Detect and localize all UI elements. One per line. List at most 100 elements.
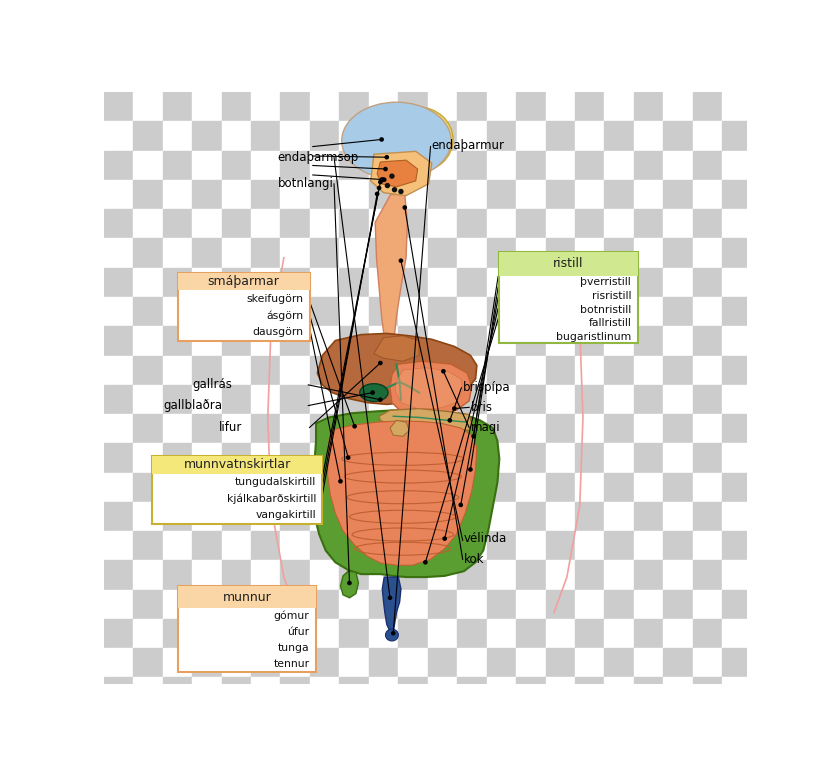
Bar (369, 502, 398, 531)
Polygon shape (375, 194, 408, 364)
Circle shape (403, 205, 408, 210)
Bar (163, 121, 192, 151)
Bar (251, 151, 281, 180)
Bar (516, 297, 545, 326)
Bar (339, 92, 369, 121)
Bar (427, 648, 457, 677)
Bar (310, 502, 339, 531)
Text: brispípa: brispípa (462, 382, 510, 394)
Bar (192, 561, 222, 590)
Text: munnvatnskirtlar: munnvatnskirtlar (183, 458, 290, 472)
Bar (486, 443, 516, 472)
Bar (634, 472, 663, 502)
Bar (693, 121, 722, 151)
Bar (369, 414, 398, 443)
Bar (457, 648, 486, 677)
Text: vélinda: vélinda (464, 532, 507, 545)
Polygon shape (390, 361, 471, 416)
Bar (575, 531, 604, 561)
Bar (339, 531, 369, 561)
Text: lifur: lifur (218, 421, 242, 434)
Bar (310, 414, 339, 443)
Bar (486, 180, 516, 209)
Bar (369, 619, 398, 648)
Bar (722, 531, 752, 561)
Circle shape (338, 479, 343, 484)
Bar (457, 561, 486, 590)
Bar (545, 648, 575, 677)
Bar (693, 677, 722, 707)
Bar (133, 92, 163, 121)
Bar (634, 209, 663, 238)
Bar (281, 443, 310, 472)
Bar (339, 619, 369, 648)
Bar (192, 238, 222, 268)
Bar (104, 297, 133, 326)
Bar (310, 619, 339, 648)
Bar (486, 297, 516, 326)
Text: botnlangi: botnlangi (277, 177, 334, 190)
Bar (427, 180, 457, 209)
Bar (222, 414, 251, 443)
Bar (663, 151, 693, 180)
Bar (604, 502, 634, 531)
Polygon shape (328, 421, 476, 565)
Bar (163, 268, 192, 297)
Bar (634, 151, 663, 180)
Bar (663, 356, 693, 385)
Bar (604, 326, 634, 356)
Bar (222, 297, 251, 326)
Bar (178, 273, 310, 290)
Bar (339, 648, 369, 677)
Bar (427, 443, 457, 472)
Bar (663, 121, 693, 151)
Bar (104, 209, 133, 238)
Circle shape (423, 560, 427, 564)
Bar (281, 590, 310, 619)
Bar (427, 502, 457, 531)
Bar (163, 443, 192, 472)
Bar (427, 385, 457, 414)
Bar (604, 677, 634, 707)
Bar (163, 502, 192, 531)
Bar (398, 531, 427, 561)
Bar (722, 677, 752, 707)
Bar (516, 385, 545, 414)
Bar (427, 414, 457, 443)
Bar (281, 180, 310, 209)
Text: magi: magi (471, 421, 500, 434)
Bar (486, 326, 516, 356)
Ellipse shape (383, 107, 453, 172)
Bar (192, 472, 222, 502)
Bar (178, 586, 316, 672)
Bar (192, 268, 222, 297)
Text: bris: bris (471, 401, 492, 414)
Bar (575, 356, 604, 385)
Bar (634, 238, 663, 268)
Bar (604, 92, 634, 121)
Bar (722, 297, 752, 326)
Bar (693, 619, 722, 648)
Bar (663, 180, 693, 209)
Bar (192, 151, 222, 180)
Bar (457, 472, 486, 502)
Bar (281, 561, 310, 590)
Bar (222, 385, 251, 414)
Bar (457, 502, 486, 531)
Bar (722, 268, 752, 297)
Bar (545, 443, 575, 472)
Bar (281, 121, 310, 151)
Bar (281, 92, 310, 121)
Bar (310, 297, 339, 326)
Bar (222, 238, 251, 268)
Bar (516, 180, 545, 209)
Bar (634, 121, 663, 151)
Bar (251, 531, 281, 561)
Bar (310, 92, 339, 121)
Bar (339, 238, 369, 268)
Bar (369, 472, 398, 502)
Bar (516, 619, 545, 648)
Bar (398, 238, 427, 268)
Bar (693, 531, 722, 561)
Bar (251, 356, 281, 385)
